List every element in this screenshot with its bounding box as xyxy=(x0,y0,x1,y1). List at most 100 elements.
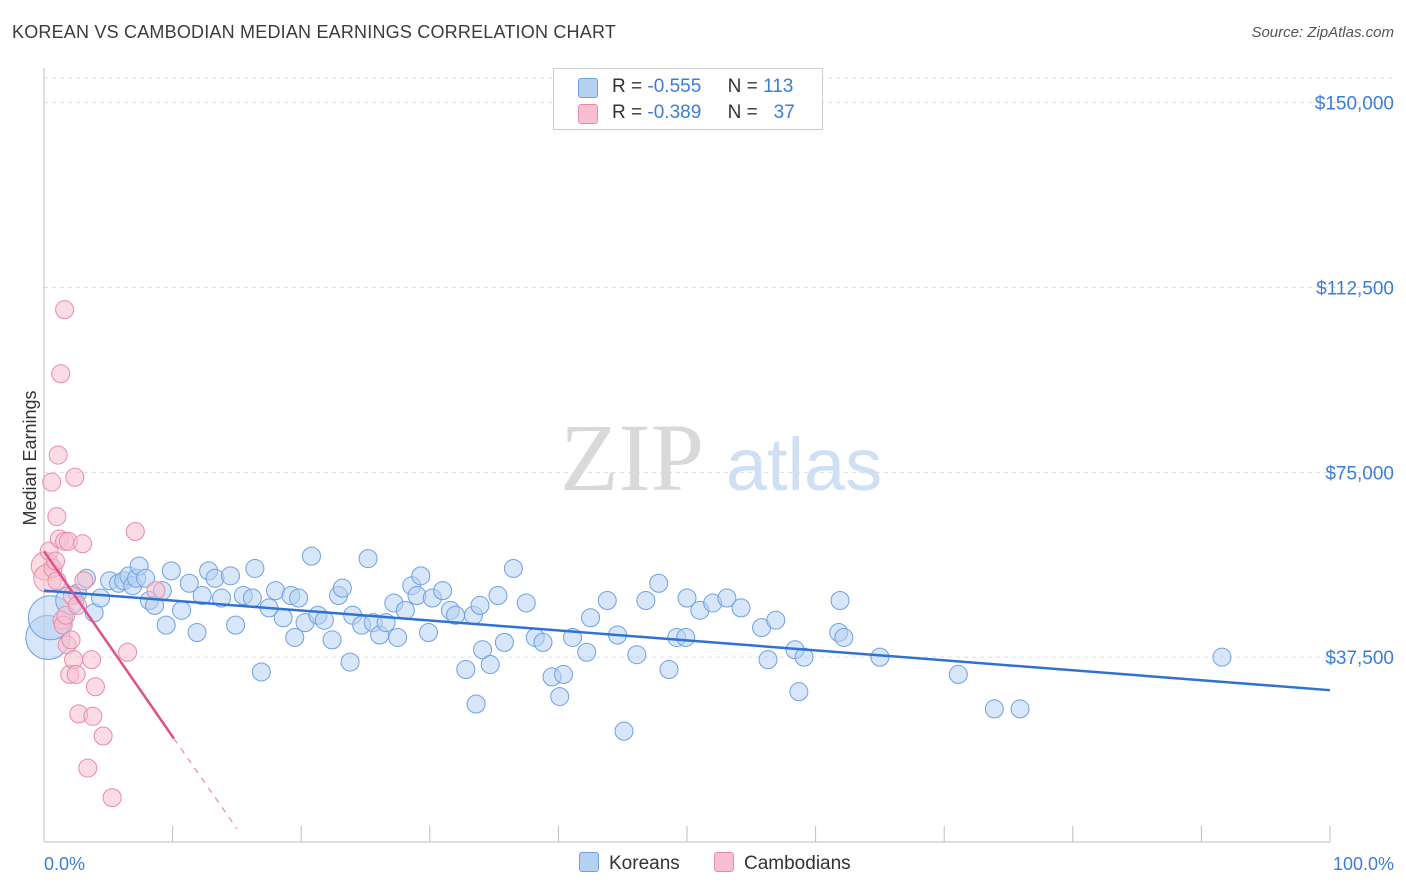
cambodian-point xyxy=(67,595,87,615)
cambodian-point xyxy=(83,706,103,726)
korean-point xyxy=(677,588,697,608)
korean-point xyxy=(659,659,679,679)
cambodian-point xyxy=(55,300,75,320)
korean-point xyxy=(192,586,212,606)
korean-point xyxy=(948,664,968,684)
correlation-legend: R = -0.555 N = 113 R = -0.389 N = 37 xyxy=(553,68,823,130)
korean-point xyxy=(577,642,597,662)
cambodian-point xyxy=(78,758,98,778)
korean-points xyxy=(25,546,1232,741)
legend-r-label: R = xyxy=(612,102,643,123)
watermark-atlas: atlas xyxy=(726,423,882,506)
korean-point xyxy=(554,664,574,684)
legend-r-value-koreans: -0.555 xyxy=(647,76,702,97)
korean-point xyxy=(419,623,439,643)
y-tick-labels: $37,500 $75,000 $112,500 $150,000 xyxy=(1315,94,1394,670)
korean-point xyxy=(581,608,601,628)
korean-point xyxy=(550,687,570,707)
cambodian-point xyxy=(146,581,166,601)
cambodian-point xyxy=(82,650,102,670)
korean-point xyxy=(289,588,309,608)
korean-point xyxy=(830,590,850,610)
korean-point xyxy=(470,595,490,615)
korean-point xyxy=(636,590,656,610)
trend-lines xyxy=(42,550,1331,830)
korean-point xyxy=(789,682,809,702)
korean-point xyxy=(794,647,814,667)
cambodian-trend-line xyxy=(42,550,175,740)
korean-point xyxy=(433,581,453,601)
korean-point xyxy=(649,573,669,593)
korean-trend-line xyxy=(43,589,1331,692)
korean-point xyxy=(211,588,231,608)
korean-point xyxy=(516,593,536,613)
korean-point xyxy=(676,627,696,647)
korean-point xyxy=(251,662,271,682)
legend-n-value-cambodians: 37 xyxy=(773,102,795,123)
cambodian-point xyxy=(74,571,94,591)
cambodian-trend-extension xyxy=(173,738,238,830)
cambodian-point xyxy=(65,467,85,487)
y-axis-title: Median Earnings xyxy=(20,390,40,525)
chart-title: KOREAN VS CAMBODIAN MEDIAN EARNINGS CORR… xyxy=(12,22,617,42)
korean-point xyxy=(1212,647,1232,667)
cambodian-point xyxy=(48,445,68,465)
cambodian-legend-swatch xyxy=(714,852,734,872)
cambodian-point xyxy=(61,630,81,650)
korean-point xyxy=(242,588,262,608)
x-tick-label-min: 0.0% xyxy=(44,854,85,874)
cambodian-point xyxy=(73,534,93,554)
korean-point xyxy=(494,632,514,652)
korean-point xyxy=(273,608,293,628)
korean-point xyxy=(388,627,408,647)
korean-point xyxy=(473,640,493,660)
korean-point xyxy=(627,645,647,665)
korean-point xyxy=(285,627,305,647)
korean-point xyxy=(187,623,207,643)
korean-point xyxy=(172,600,192,620)
legend-n-label: N = xyxy=(727,102,758,123)
cambodian-point xyxy=(51,364,71,384)
bottom-legend-koreans: Koreans xyxy=(579,852,680,875)
korean-point xyxy=(597,590,617,610)
korean-point xyxy=(156,615,176,635)
cambodian-point xyxy=(118,642,138,662)
y-tick-label: $150,000 xyxy=(1315,94,1394,115)
korean-point xyxy=(322,630,342,650)
korean-point xyxy=(411,566,431,586)
korean-point xyxy=(301,546,321,566)
korean-point xyxy=(456,659,476,679)
cambodian-point xyxy=(102,788,122,808)
korean-legend-label: Koreans xyxy=(609,853,680,874)
cambodian-point xyxy=(66,664,86,684)
korean-point xyxy=(834,627,854,647)
legend-r-label: R = xyxy=(612,76,643,97)
legend-n-value-koreans: 113 xyxy=(763,76,794,97)
cambodian-point xyxy=(125,521,145,541)
korean-point xyxy=(717,588,737,608)
korean-point xyxy=(226,615,246,635)
cambodian-points xyxy=(30,300,166,808)
korean-point xyxy=(136,568,156,588)
korean-point xyxy=(220,566,240,586)
korean-legend-swatch xyxy=(579,852,599,872)
korean-point xyxy=(533,632,553,652)
korean-point xyxy=(480,655,500,675)
korean-point xyxy=(614,721,634,741)
korean-point xyxy=(395,600,415,620)
source-label: Source: ZipAtlas.com xyxy=(1251,24,1394,41)
cambodian-point xyxy=(93,726,113,746)
korean-point xyxy=(766,610,786,630)
korean-point xyxy=(91,588,111,608)
legend-r-value-cambodians: -0.389 xyxy=(647,102,702,123)
korean-point xyxy=(332,578,352,598)
y-tick-label: $112,500 xyxy=(1316,278,1394,299)
cambodian-point xyxy=(42,472,62,492)
x-tick-label-max: 100.0% xyxy=(1333,854,1394,874)
korean-point xyxy=(731,598,751,618)
watermark-zip: ZIP xyxy=(560,404,704,511)
cambodian-legend-label: Cambodians xyxy=(744,853,851,874)
y-tick-label: $75,000 xyxy=(1325,463,1394,484)
korean-point xyxy=(984,699,1004,719)
